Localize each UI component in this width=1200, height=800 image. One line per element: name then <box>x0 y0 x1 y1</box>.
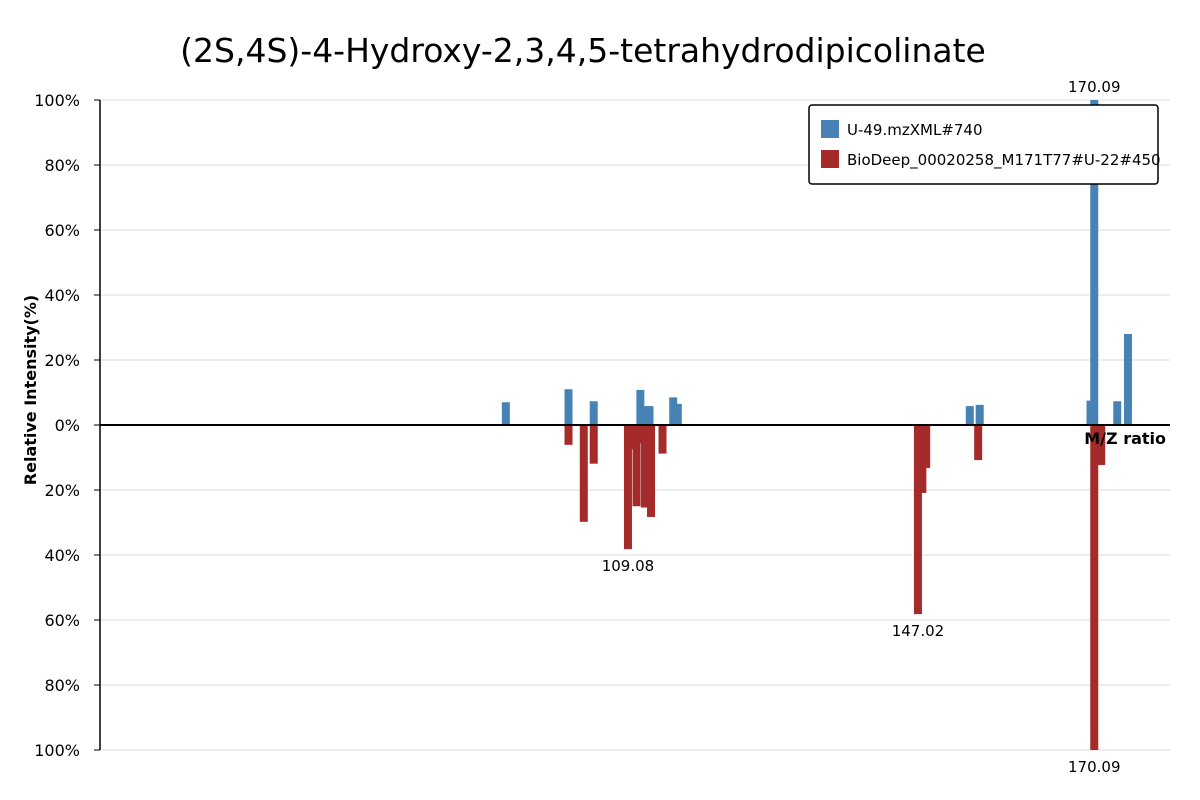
query-peak-bar <box>564 389 573 425</box>
y-tick-label: 100% <box>34 91 80 110</box>
legend-label-reference: BioDeep_00020258_M171T77#U-22#450 <box>847 151 1161 170</box>
reference-peak-bar <box>635 425 644 444</box>
y-tick-label: 20% <box>44 351 80 370</box>
query-peak-bar <box>965 406 974 425</box>
y-tick-label: 40% <box>44 286 80 305</box>
y-tick-label: 0% <box>55 416 80 435</box>
legend-box <box>808 104 1159 185</box>
query-peak-bar <box>501 402 510 425</box>
query-peak-bar <box>673 403 682 425</box>
legend: U-49.mzXML#740 BioDeep_00020258_M171T77#… <box>808 104 1161 185</box>
peak-labels: 170.09 109.08 147.02 170.09 <box>602 78 1121 776</box>
query-peak-bar <box>1123 334 1132 425</box>
reference-peak-bar <box>623 425 632 550</box>
reference-peak-bar <box>1097 425 1106 465</box>
reference-peak-bar <box>640 425 649 508</box>
y-tick-label: 100% <box>34 741 80 760</box>
reference-peak-bar <box>913 425 922 615</box>
query-peak-bar <box>1090 100 1099 425</box>
reference-peak-bar <box>579 425 588 522</box>
reference-peak-bar <box>922 425 931 468</box>
query-peak-bar <box>1113 401 1122 425</box>
y-tick-label: 60% <box>44 611 80 630</box>
reference-peak-bar <box>647 425 656 517</box>
query-peak-bar <box>589 401 598 425</box>
query-peak-bar <box>636 389 645 425</box>
legend-swatch-query <box>821 120 839 138</box>
y-axis-label: Relative Intensity(%) <box>21 295 40 485</box>
y-tick-label: 80% <box>44 676 80 695</box>
y-tick-label: 40% <box>44 546 80 565</box>
query-peak-bar <box>645 406 654 425</box>
reference-peak-bar <box>658 425 667 454</box>
reference-peak-bar <box>632 425 641 507</box>
chart-title: (2S,4S)-4-Hydroxy-2,3,4,5-tetrahydrodipi… <box>180 31 986 70</box>
query-peak-bar <box>669 397 678 425</box>
x-axis-label: M/Z ratio <box>1084 429 1166 448</box>
query-peak-bar <box>975 404 984 425</box>
peak-label: 170.09 <box>1068 758 1121 776</box>
reference-peak-bar <box>564 425 573 445</box>
legend-swatch-reference <box>821 150 839 168</box>
peak-label: 170.09 <box>1068 78 1121 96</box>
y-axis-ticks: 100% 80% 60% 40% 20% 0% 20% 40% 60% 80% 100% <box>34 91 100 760</box>
y-tick-label: 60% <box>44 221 80 240</box>
reference-peak-bar <box>974 425 983 461</box>
reference-peak-bar <box>1090 425 1099 750</box>
peak-label: 147.02 <box>892 622 945 640</box>
y-tick-label: 80% <box>44 156 80 175</box>
query-peak-bar <box>640 406 649 425</box>
reference-peak-bar <box>589 425 598 464</box>
peak-label: 109.08 <box>602 557 655 575</box>
bars <box>501 100 1132 750</box>
y-tick-label: 20% <box>44 481 80 500</box>
legend-label-query: U-49.mzXML#740 <box>847 121 983 139</box>
